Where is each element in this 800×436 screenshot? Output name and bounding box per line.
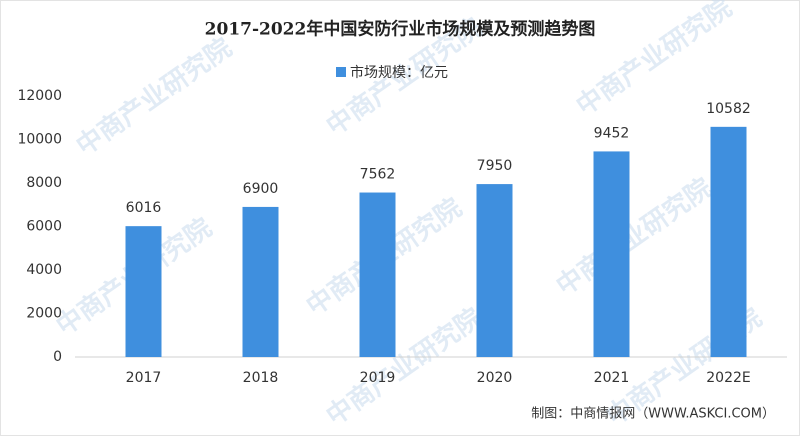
source-note: 制图：中商情报网（WWW.ASKCI.COM） [531, 407, 775, 422]
y-tick-label: 4000 [26, 262, 62, 278]
y-tick-label: 12000 [17, 88, 62, 104]
bar [593, 151, 630, 357]
bar [242, 206, 279, 357]
y-tick-label: 10000 [17, 132, 62, 148]
bar [476, 184, 513, 357]
y-tick-label: 2000 [26, 306, 62, 322]
x-tick-label: 2017 [126, 370, 162, 386]
data-label: 6016 [126, 200, 162, 216]
y-tick-label: 6000 [26, 219, 62, 235]
bar [710, 126, 747, 358]
x-tick-label: 2020 [477, 370, 513, 386]
x-tick-label: 2022E [706, 370, 750, 386]
data-label: 7562 [360, 167, 396, 183]
bar [359, 192, 396, 357]
x-tick-label: 2021 [594, 370, 630, 386]
data-label: 9452 [594, 125, 630, 141]
chart-title: 2017-2022年中国安防行业市场规模及预测趋势图 [205, 19, 596, 40]
x-tick-label: 2018 [243, 370, 279, 386]
data-label: 7950 [477, 158, 513, 174]
data-label: 10582 [706, 101, 751, 117]
y-tick-label: 8000 [26, 175, 62, 191]
data-label: 6900 [243, 181, 279, 197]
bar [125, 226, 162, 357]
y-tick-label: 0 [53, 349, 62, 365]
x-tick-label: 2019 [360, 370, 396, 386]
legend-swatch [336, 67, 346, 77]
legend-label: 市场规模：亿元 [350, 64, 448, 81]
